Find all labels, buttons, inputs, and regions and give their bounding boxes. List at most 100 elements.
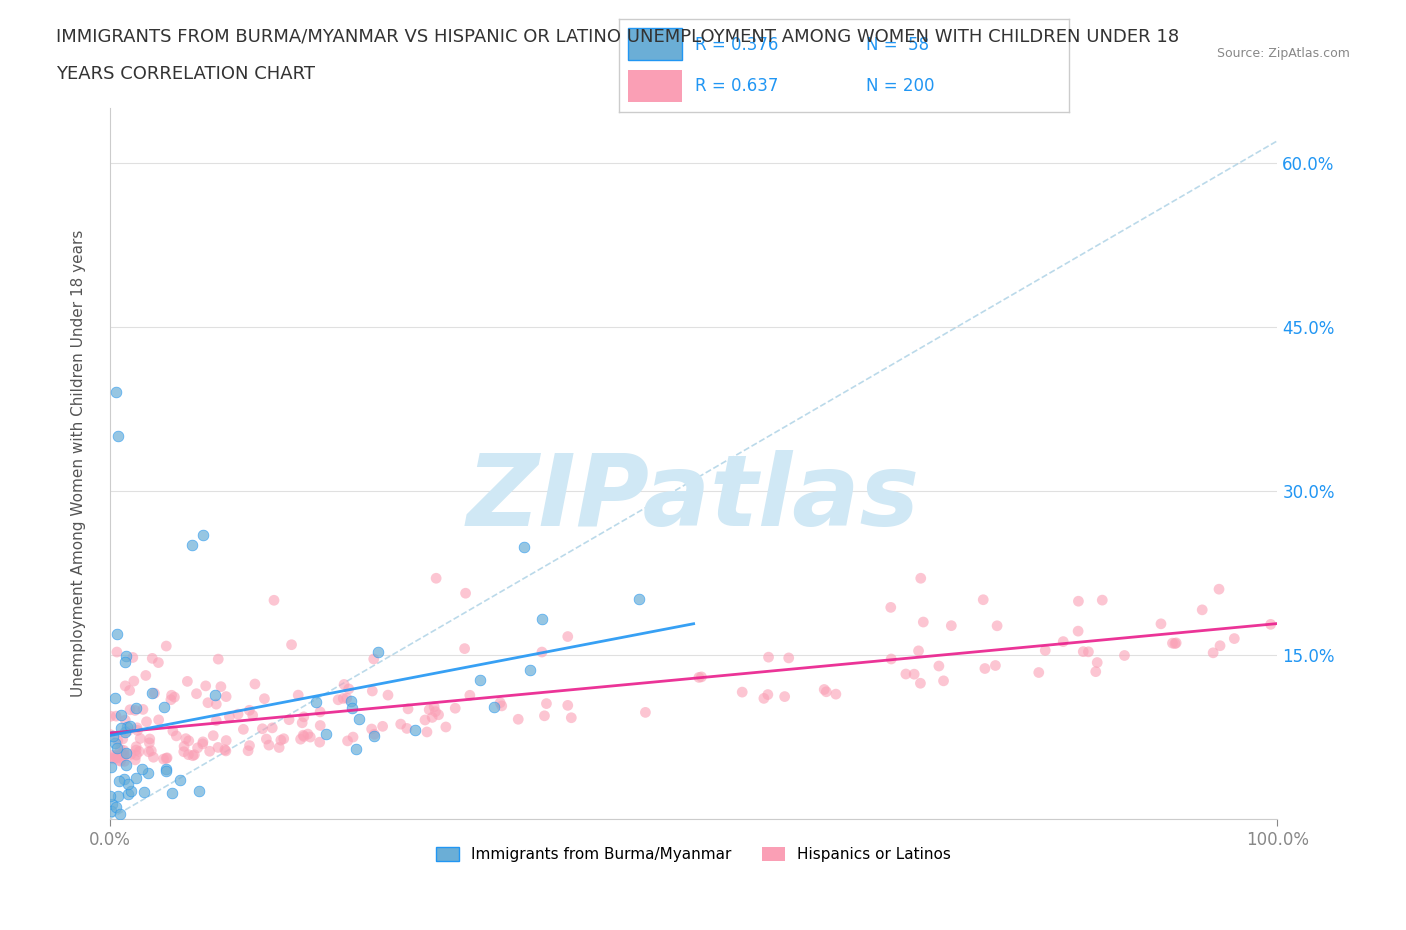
Point <box>118 683 141 698</box>
Text: N = 200: N = 200 <box>866 77 935 96</box>
Point <box>242 708 264 723</box>
Point <box>423 699 446 714</box>
Point <box>453 641 475 656</box>
Point <box>291 715 314 730</box>
Point <box>305 695 328 710</box>
Point <box>1208 582 1230 597</box>
Point <box>114 746 136 761</box>
Point <box>420 710 443 724</box>
Y-axis label: Unemployment Among Women with Children Under 18 years: Unemployment Among Women with Children U… <box>72 230 86 698</box>
Point <box>1077 644 1099 659</box>
Point <box>434 720 457 735</box>
Point <box>218 710 240 724</box>
Point <box>135 668 157 683</box>
Point <box>135 714 157 729</box>
Point <box>1084 664 1107 679</box>
Point <box>136 765 159 780</box>
Point <box>287 687 309 702</box>
Point <box>315 726 337 741</box>
Point <box>491 698 513 713</box>
Point <box>107 749 129 764</box>
Point <box>254 732 277 747</box>
Point <box>361 684 384 698</box>
Point <box>114 712 136 727</box>
Text: R = 0.376: R = 0.376 <box>695 35 779 54</box>
Text: Source: ZipAtlas.com: Source: ZipAtlas.com <box>1216 46 1350 60</box>
Point <box>880 652 903 667</box>
Point <box>519 662 541 677</box>
Point <box>127 721 149 736</box>
FancyBboxPatch shape <box>627 70 682 102</box>
Point <box>155 751 177 765</box>
Point <box>138 736 160 751</box>
Point <box>458 688 481 703</box>
Point <box>292 729 315 744</box>
Point <box>1052 634 1074 649</box>
Point <box>308 735 330 750</box>
Point <box>160 692 183 707</box>
Point <box>174 731 197 746</box>
Point <box>156 751 179 765</box>
Point <box>1164 636 1187 651</box>
Point <box>243 676 266 691</box>
Point <box>127 723 149 737</box>
Point <box>238 738 260 753</box>
Point <box>107 789 129 804</box>
Point <box>1260 617 1282 631</box>
Point <box>141 685 163 700</box>
Point <box>292 728 315 743</box>
Point <box>418 702 440 717</box>
Point <box>205 697 228 711</box>
Point <box>236 743 259 758</box>
Point <box>404 723 426 737</box>
Point <box>1150 617 1173 631</box>
Point <box>100 751 122 765</box>
Point <box>425 704 447 719</box>
Point <box>332 691 354 706</box>
Point <box>121 650 143 665</box>
Point <box>336 734 359 749</box>
Point <box>155 639 177 654</box>
Point <box>117 786 139 801</box>
Point <box>1033 643 1056 658</box>
Point <box>198 744 221 759</box>
Point <box>100 709 122 724</box>
Point <box>207 740 229 755</box>
Point <box>112 743 135 758</box>
Point <box>125 748 148 763</box>
Legend: Immigrants from Burma/Myanmar, Hispanics or Latinos: Immigrants from Burma/Myanmar, Hispanics… <box>430 841 957 868</box>
Text: IMMIGRANTS FROM BURMA/MYANMAR VS HISPANIC OR LATINO UNEMPLOYMENT AMONG WOMEN WIT: IMMIGRANTS FROM BURMA/MYANMAR VS HISPANI… <box>56 28 1180 46</box>
Point <box>309 718 332 733</box>
Point <box>152 751 174 766</box>
Point <box>531 611 554 626</box>
Point <box>894 667 917 682</box>
Point <box>389 717 412 732</box>
Point <box>155 764 177 778</box>
Point <box>103 729 125 744</box>
Point <box>813 682 835 697</box>
Point <box>139 732 162 747</box>
Point <box>107 774 129 789</box>
Point <box>1071 644 1094 659</box>
Point <box>191 735 214 750</box>
Point <box>107 733 129 748</box>
Point <box>299 730 322 745</box>
Point <box>427 708 450 723</box>
Point <box>105 740 128 755</box>
Point <box>346 741 368 756</box>
Point <box>104 749 127 764</box>
Point <box>825 686 848 701</box>
Point <box>186 686 208 701</box>
Point <box>337 682 360 697</box>
Point <box>104 691 127 706</box>
Point <box>347 711 370 726</box>
Point <box>232 722 254 737</box>
Point <box>1209 638 1232 653</box>
Point <box>907 644 929 658</box>
Point <box>100 789 122 804</box>
Point <box>634 705 657 720</box>
Point <box>142 750 165 764</box>
Point <box>117 724 139 738</box>
Point <box>333 677 356 692</box>
Point <box>508 711 530 726</box>
